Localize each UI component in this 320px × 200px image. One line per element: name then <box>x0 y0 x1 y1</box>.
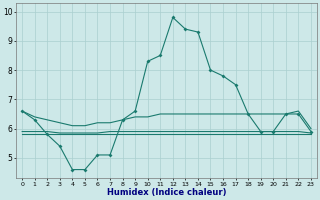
X-axis label: Humidex (Indice chaleur): Humidex (Indice chaleur) <box>107 188 226 197</box>
